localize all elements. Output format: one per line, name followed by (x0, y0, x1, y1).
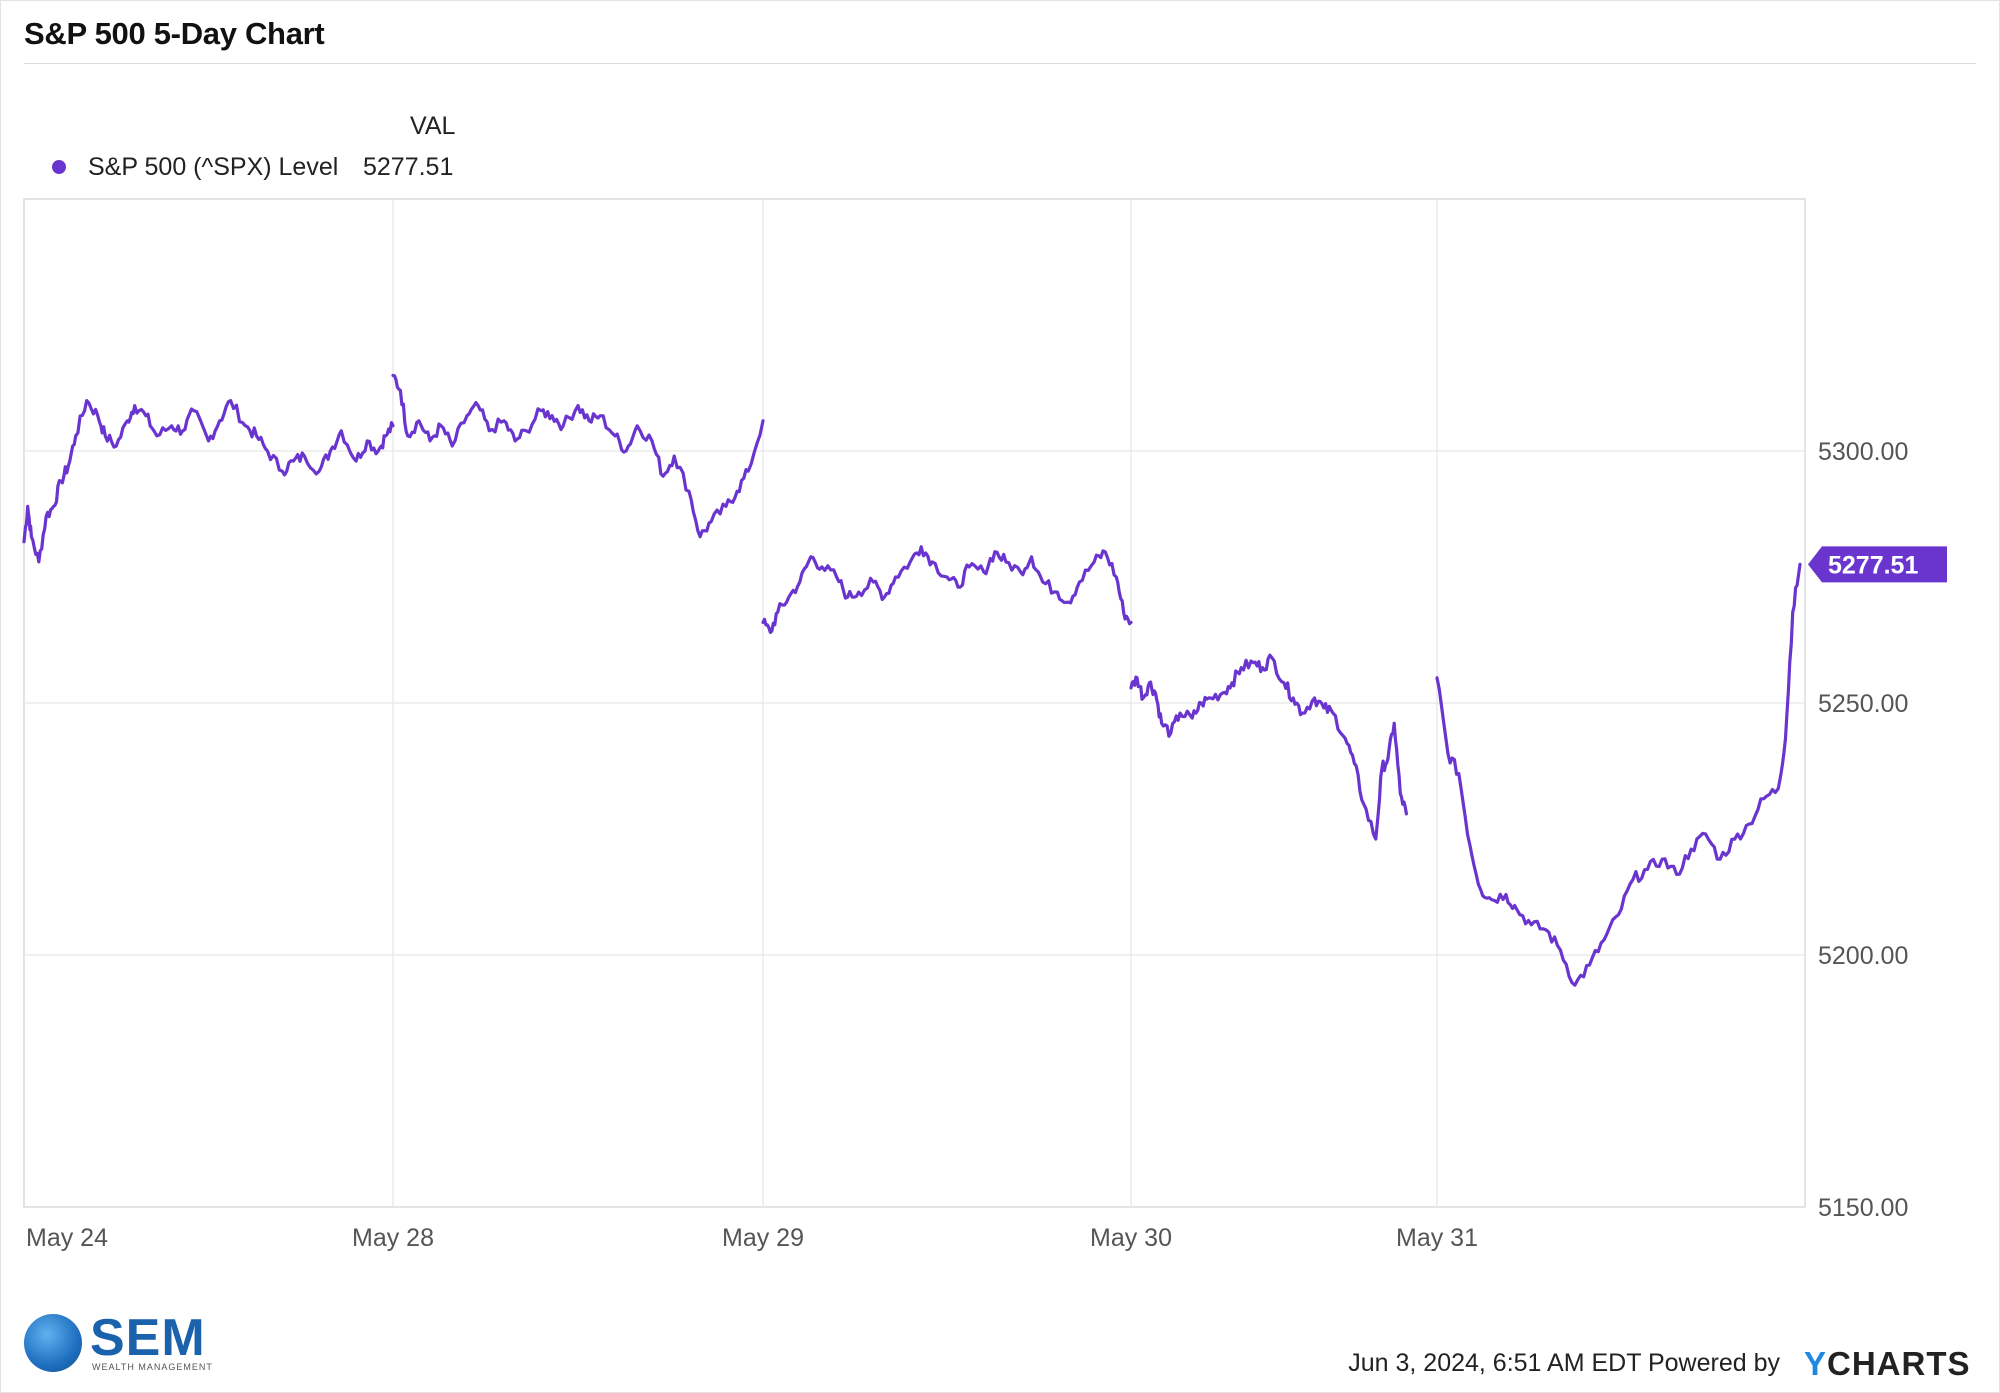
x-axis-ticks: May 24 May 28 May 29 May 30 May 31 (26, 1224, 1478, 1252)
sem-logo-sub: WEALTH MANAGEMENT (92, 1362, 213, 1372)
horizontal-gridlines (24, 450, 1805, 956)
legend-header: VAL (410, 112, 456, 140)
y-tick-label: 5300.00 (1818, 438, 1908, 466)
last-value-flag (1808, 546, 1947, 583)
sem-logo-mark (24, 1314, 82, 1372)
series-line-segment (22, 399, 395, 564)
x-tick-label: May 28 (352, 1224, 434, 1252)
sem-logo: SEM WEALTH MANAGEMENT (24, 1309, 214, 1374)
x-tick-label: May 29 (722, 1224, 804, 1252)
chart-title: S&P 500 5-Day Chart (24, 16, 325, 51)
x-tick-label: May 31 (1396, 1224, 1478, 1252)
title-divider (24, 63, 1976, 64)
y-axis-ticks: 5300.00 5250.00 5200.00 5150.00 (1818, 438, 1908, 1222)
footer-timestamp: Jun 3, 2024, 6:51 AM EDT Powered by (1348, 1349, 1780, 1377)
ycharts-logo-y: Y (1804, 1345, 1828, 1382)
series-line-segment (761, 545, 1133, 634)
series-line-segment (1435, 562, 1802, 987)
x-tick-label: May 30 (1090, 1224, 1172, 1252)
legend-entry[interactable]: S&P 500 (^SPX) Level 5277.51 (52, 150, 453, 184)
legend-marker (52, 160, 66, 174)
series-line-segment (1129, 653, 1408, 841)
y-tick-label: 5200.00 (1818, 942, 1908, 970)
y-tick-label: 5150.00 (1818, 1194, 1908, 1222)
y-tick-label: 5250.00 (1818, 690, 1908, 718)
legend-series-name: S&P 500 (^SPX) Level (88, 152, 339, 181)
ycharts-logo-text: CHARTS (1827, 1345, 1971, 1382)
last-value-callout: 5277.51 (1808, 546, 1947, 583)
series-line-segment (391, 373, 765, 539)
legend-series-value: 5277.51 (363, 152, 454, 181)
x-tick-label: May 24 (26, 1224, 108, 1252)
sem-logo-word: SEM (90, 1309, 206, 1367)
series-lines (22, 373, 1802, 987)
last-value-label: 5277.51 (1828, 551, 1918, 579)
ycharts-logo[interactable]: YCHARTS (1804, 1345, 1971, 1383)
